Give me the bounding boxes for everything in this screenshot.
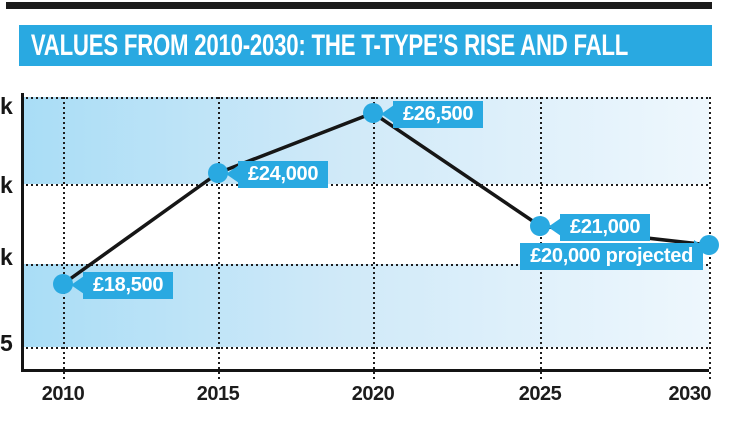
y-tick-fragment-2: k <box>0 172 13 198</box>
value-tag-2025: £21,000 <box>560 214 651 241</box>
y-tick-fragment-3: k <box>0 244 13 270</box>
top-crop-rule <box>6 2 712 9</box>
gridline-horizontal-1 <box>21 97 709 99</box>
x-tick-2020: 2020 <box>351 383 395 405</box>
gridline-vertical-2015 <box>218 97 220 381</box>
x-tick-2010: 2010 <box>41 383 85 405</box>
gridline-vertical-2025 <box>540 97 542 381</box>
y-axis-line <box>21 93 24 372</box>
value-tag-2010: £18,500 <box>83 272 174 299</box>
value-tag-2030-projected: £20,000 projected <box>520 243 703 270</box>
x-tick-2030: 2030 <box>668 383 712 405</box>
gridline-horizontal-2 <box>21 184 709 186</box>
y-tick-fragment-1: k <box>0 93 13 119</box>
x-tick-2025: 2025 <box>518 383 562 405</box>
y-tick-fragment-4: 5 <box>0 330 13 356</box>
value-tag-2020: £26,500 <box>393 101 484 128</box>
gridline-vertical-2030 <box>709 97 711 381</box>
x-axis-line <box>21 369 709 372</box>
gridline-horizontal-4 <box>21 347 709 349</box>
chart-title: VALUES FROM 2010-2030: THE T-TYPE’S RISE… <box>30 29 629 62</box>
x-tick-2015: 2015 <box>196 383 240 405</box>
title-banner: VALUES FROM 2010-2030: THE T-TYPE’S RISE… <box>19 25 712 66</box>
band-upper <box>23 97 709 184</box>
gridline-vertical-2020 <box>373 97 375 381</box>
value-tag-2015: £24,000 <box>238 161 329 188</box>
gridline-vertical-2010 <box>63 97 65 381</box>
